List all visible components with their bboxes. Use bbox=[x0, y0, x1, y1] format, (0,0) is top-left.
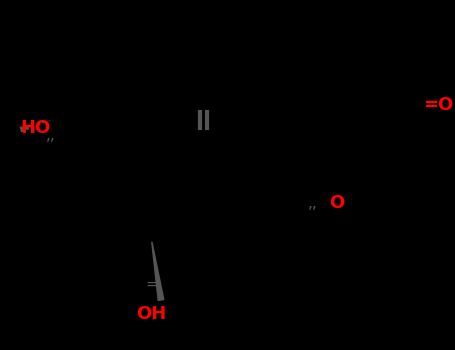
Text: ,,: ,, bbox=[308, 196, 317, 210]
Text: OH: OH bbox=[136, 305, 167, 323]
Text: =O: =O bbox=[423, 96, 454, 114]
Text: =: = bbox=[145, 277, 158, 292]
Text: HO: HO bbox=[21, 119, 51, 137]
Text: ,,: ,, bbox=[46, 127, 55, 142]
Text: O: O bbox=[329, 194, 344, 212]
Polygon shape bbox=[152, 240, 164, 301]
